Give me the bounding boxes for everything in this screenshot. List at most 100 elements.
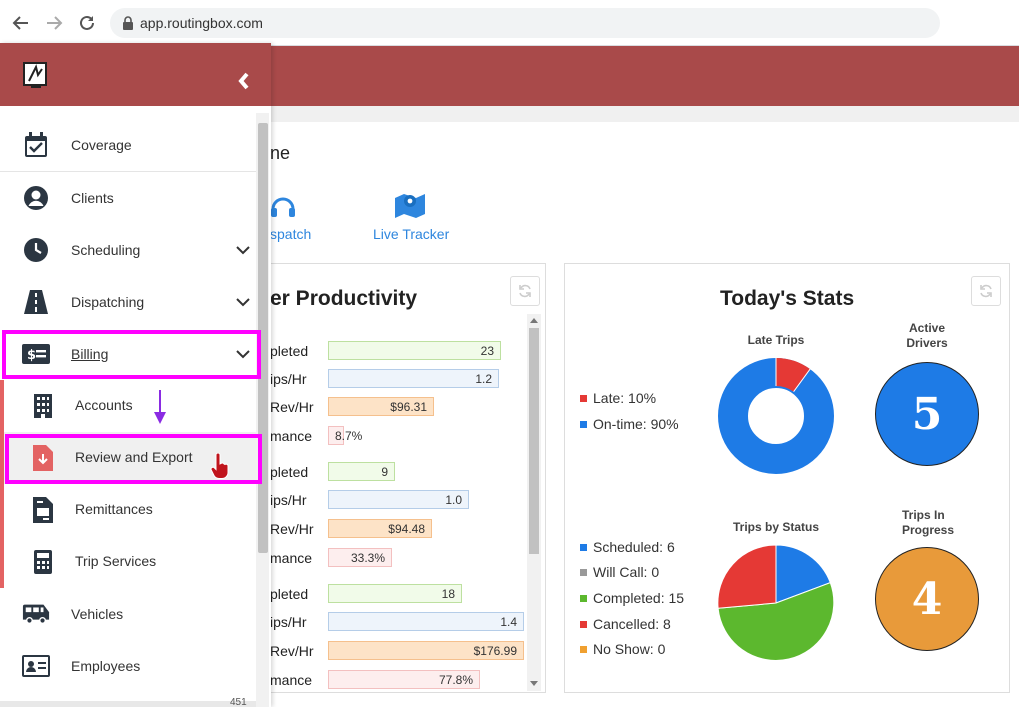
submenu-item-label: Accounts (75, 397, 133, 413)
trips-in-progress-title-line1: Trips In (902, 508, 945, 522)
sidebar-bottom-partial-text: 451 (230, 697, 247, 707)
legend-swatch (580, 645, 587, 653)
completed-bar: 9 (328, 462, 395, 481)
file-invoice-icon (30, 496, 56, 524)
legend-on-time-label: On-time: 90% (593, 416, 679, 432)
legend-swatch (580, 420, 587, 428)
row-label: mance (270, 428, 313, 444)
completed-slice (718, 581, 834, 661)
dispatch-link-label: spatch (270, 226, 312, 242)
submenu-item-remittances[interactable]: Remittances (4, 484, 256, 536)
stats-title: Today's Stats (720, 287, 855, 310)
active-drivers-title: Active Drivers (900, 321, 954, 351)
completed-bar: 18 (328, 584, 462, 603)
trips-in-progress-count: 4 (875, 547, 979, 651)
sidebar-item-label: Employees (71, 658, 141, 674)
forward-arrow-icon[interactable] (43, 12, 65, 34)
legend-swatch (580, 568, 587, 576)
trips-per-hour-bar: 1.2 (328, 369, 499, 388)
submenu-item-accounts[interactable]: Accounts (4, 380, 256, 432)
headset-icon (271, 197, 295, 217)
user-circle-icon (22, 184, 50, 212)
money-icon: $ (22, 340, 50, 368)
trips-in-progress-title-line2: Progress (902, 523, 955, 537)
legend-no-show: No Show: 0 (580, 641, 665, 657)
performance-bar: 8.7% (328, 426, 362, 445)
active-drivers-count: 5 (875, 362, 979, 466)
revenue-per-hour-bar: $176.99 (328, 641, 524, 660)
road-icon (22, 288, 50, 316)
row-label: ips/Hr (270, 492, 307, 508)
sidebar-scroll-thumb[interactable] (258, 123, 268, 553)
chevron-down-icon (236, 350, 250, 359)
trips-by-status-pie-chart (718, 545, 834, 661)
legend-late-label: Late: 10% (593, 390, 657, 406)
submenu-item-trip-services[interactable]: Trip Services (4, 536, 256, 588)
sidebar-item-scheduling[interactable]: Scheduling (0, 224, 256, 276)
sidebar-header (0, 43, 271, 106)
productivity-refresh-button[interactable] (510, 276, 540, 306)
sidebar-item-billing[interactable]: $ Billing (0, 328, 256, 380)
logo-icon (23, 62, 47, 88)
browser-toolbar: app.routingbox.com (0, 0, 1019, 46)
sidebar-item-vehicles[interactable]: Vehicles (0, 588, 256, 640)
active-drivers-title-line1: Active (908, 321, 946, 335)
completed-bar: 23 (328, 341, 501, 360)
legend-will-call: Will Call: 0 (580, 564, 659, 580)
sidebar-item-label: Clients (71, 190, 114, 206)
url-text: app.routingbox.com (140, 15, 263, 31)
collapse-sidebar-button[interactable] (236, 71, 250, 91)
chevron-down-icon (236, 246, 250, 255)
live-tracker-link-label: Live Tracker (373, 226, 450, 242)
back-arrow-icon[interactable] (10, 12, 32, 34)
address-bar[interactable]: app.routingbox.com (110, 8, 940, 38)
refresh-icon (980, 284, 992, 298)
row-label: Rev/Hr (270, 643, 314, 659)
sidebar-item-clients[interactable]: Clients (0, 172, 256, 224)
late-slice (776, 358, 811, 392)
hand-cursor-icon (210, 453, 229, 479)
row-label: ips/Hr (270, 614, 307, 630)
sidebar-item-label: Coverage (71, 137, 132, 153)
calendar-check-icon (22, 131, 50, 159)
row-label: Rev/Hr (270, 521, 314, 537)
lock-icon (123, 16, 133, 30)
legend-cancelled: Cancelled: 8 (580, 616, 671, 632)
row-label: mance (270, 672, 313, 688)
reload-icon[interactable] (76, 12, 98, 34)
row-label: Rev/Hr (270, 399, 314, 415)
revenue-per-hour-bar: $94.48 (328, 519, 432, 538)
cancelled-slice (718, 545, 777, 609)
trips-by-status-title: Trips by Status (732, 520, 820, 534)
sidebar-scrollbar[interactable] (256, 113, 269, 707)
page-title: ne (270, 143, 291, 163)
productivity-scrollbar[interactable] (527, 314, 541, 691)
sidebar-item-employees[interactable]: Employees (0, 640, 256, 692)
van-icon (22, 600, 50, 628)
divider (0, 171, 256, 172)
highlight-box-review-export (5, 434, 262, 484)
legend-on-time: On-time: 90% (580, 416, 679, 432)
clock-icon (22, 236, 50, 264)
sidebar-item-dispatching[interactable]: Dispatching (0, 276, 256, 328)
scroll-thumb[interactable] (529, 328, 539, 554)
legend-swatch (580, 594, 587, 602)
stats-refresh-button[interactable] (971, 276, 1001, 306)
refresh-icon (519, 284, 531, 298)
late-trips-donut-chart (718, 358, 834, 474)
legend-cancelled-label: Cancelled: 8 (593, 616, 671, 632)
late-trips-title: Late Trips (747, 333, 805, 347)
sidebar-item-label: Dispatching (71, 294, 145, 310)
legend-scheduled-label: Scheduled: 6 (593, 539, 675, 555)
scroll-down-arrow-icon[interactable] (530, 681, 538, 686)
annotation-arrow-icon (154, 390, 166, 424)
sidebar-item-coverage[interactable]: Coverage (0, 119, 256, 171)
scheduled-slice (775, 545, 831, 604)
legend-will-call-label: Will Call: 0 (593, 564, 660, 580)
legend-late: Late: 10% (580, 390, 656, 406)
trips-in-progress-title: Trips In Progress (902, 508, 966, 538)
id-card-icon (22, 652, 50, 680)
legend-scheduled: Scheduled: 6 (580, 539, 675, 555)
trips-per-hour-bar: 1.4 (328, 612, 524, 631)
scroll-up-arrow-icon[interactable] (530, 318, 538, 323)
